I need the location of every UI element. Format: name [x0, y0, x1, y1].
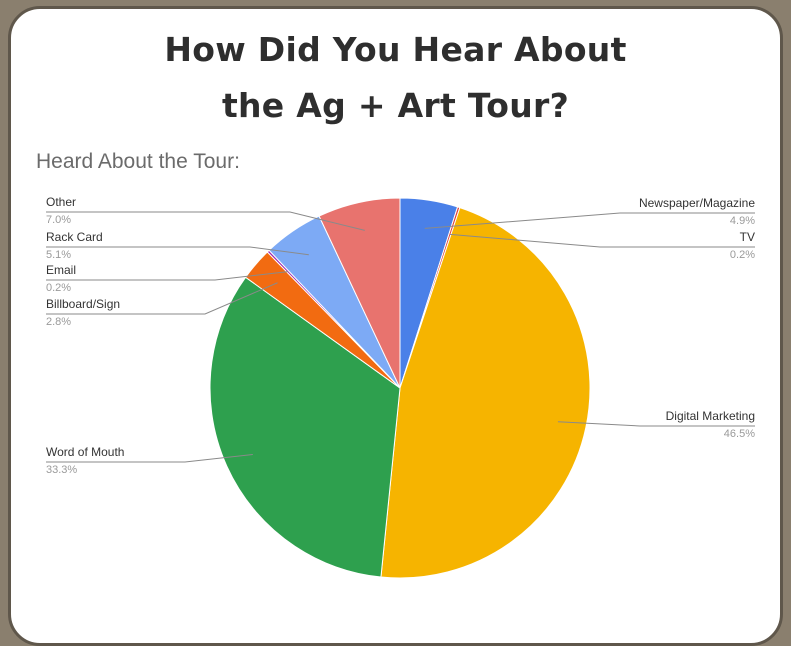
slice-value-word-of-mouth: 33.3% — [46, 464, 77, 476]
slice-label-rack-card: Rack Card — [46, 230, 103, 244]
pie-chart: Newspaper/Magazine 4.9% TV 0.2% Digital Mark… — [46, 195, 755, 579]
slice-value-email: 0.2% — [46, 282, 71, 294]
chart-title-line-2: the Ag + Art Tour? — [221, 86, 570, 125]
slice-value-digital-marketing: 46.5% — [724, 428, 755, 440]
chart-title-line-1: How Did You Hear About — [164, 30, 627, 69]
pie-slice-word-of-mouth — [209, 276, 401, 578]
leader-line-tv — [449, 233, 755, 248]
slice-value-newspaper-magazine: 4.9% — [730, 215, 755, 227]
leader-line-word-of-mouth — [46, 453, 253, 463]
slice-value-rack-card: 5.1% — [46, 249, 71, 261]
slice-label-email: Email — [46, 263, 76, 277]
leader-line-email — [46, 271, 289, 281]
leader-line-newspaper-magazine — [424, 212, 755, 229]
chart-title: How Did You Hear About the Ag + Art Tour… — [0, 22, 791, 134]
slice-value-other: 7.0% — [46, 214, 71, 226]
slice-label-word-of-mouth: Word of Mouth — [46, 445, 124, 459]
slice-label-newspaper-magazine: Newspaper/Magazine — [639, 196, 755, 210]
slice-label-other: Other — [46, 195, 76, 209]
slice-label-billboard-sign: Billboard/Sign — [46, 297, 120, 311]
pie-slice-digital-marketing — [380, 207, 591, 579]
leader-line-billboard-sign — [46, 282, 278, 315]
leader-line-rack-card — [46, 246, 309, 256]
slice-label-tv: TV — [740, 230, 755, 244]
leader-line-digital-marketing — [557, 421, 755, 427]
slice-value-billboard-sign: 2.8% — [46, 316, 71, 328]
leader-line-other — [46, 211, 365, 231]
pie-slice-other — [318, 197, 401, 389]
slice-value-tv: 0.2% — [730, 249, 755, 261]
chart-subtitle: Heard About the Tour: — [36, 150, 240, 173]
slice-label-digital-marketing: Digital Marketing — [666, 409, 755, 423]
